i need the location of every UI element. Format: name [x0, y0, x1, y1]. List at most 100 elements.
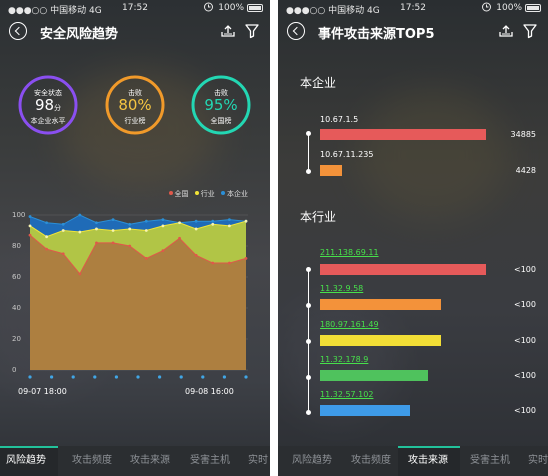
point-national [178, 236, 181, 240]
gauge-ring [18, 75, 78, 135]
x-axis-dot [93, 375, 97, 379]
point-industry [28, 224, 32, 228]
timeline-dot [306, 131, 311, 136]
point-enterprise [78, 213, 82, 217]
chart-legend: 全国 行业 本企业 [165, 189, 248, 199]
export-icon[interactable] [220, 23, 236, 39]
industry-value-3: <100 [514, 336, 536, 345]
export-icon[interactable] [498, 23, 514, 39]
point-industry [61, 229, 65, 232]
industry-bar-4 [320, 370, 428, 381]
x-axis-dot [158, 375, 162, 379]
point-enterprise [111, 218, 115, 222]
gauge-ring [105, 75, 165, 135]
x-axis-dot [244, 375, 248, 379]
section-title-enterprise: 本企业 [300, 76, 337, 90]
filter-icon[interactable] [522, 23, 538, 39]
tab-risk-trend[interactable]: 风险趋势 [0, 446, 58, 476]
point-enterprise [227, 218, 231, 222]
nav-bar: 事件攻击来源TOP5 [278, 18, 548, 46]
industry-ip-3[interactable]: 180.97.161.49 [320, 320, 379, 329]
y-tick-label: 40 [12, 304, 21, 312]
industry-value-5: <100 [514, 406, 536, 415]
point-national [161, 249, 165, 253]
point-national [244, 257, 248, 260]
tab-victim-host[interactable]: 受害主机 [470, 455, 510, 466]
tab-realtime[interactable]: 实时 [248, 455, 268, 466]
tab-attack-source[interactable]: 攻击来源 [130, 455, 170, 466]
point-industry [227, 224, 231, 228]
battery-icon [247, 4, 263, 12]
line-national [29, 234, 247, 275]
alarm-icon [204, 2, 213, 12]
industry-ip-4[interactable]: 11.32.178.9 [320, 355, 369, 364]
point-industry [78, 230, 82, 234]
point-enterprise [194, 219, 198, 223]
point-enterprise [128, 222, 132, 226]
enterprise-ip-1: 10.67.1.5 [320, 115, 359, 124]
line-enterprise [29, 214, 247, 225]
industry-value-1: <100 [514, 265, 536, 274]
point-industry [111, 229, 115, 232]
carrier-label: ●●●○○ 中国移动 4G [8, 6, 102, 16]
y-tick-label: 100 [12, 211, 25, 219]
point-national [78, 272, 82, 276]
point-industry [144, 229, 148, 232]
legend-enterprise: 本企业 [227, 190, 248, 198]
section-title-industry: 本行业 [300, 210, 337, 224]
timeline-dot [306, 410, 311, 415]
point-national [211, 261, 215, 265]
page-title: 安全风险趋势 [40, 27, 119, 42]
timeline-dot [306, 169, 311, 174]
back-icon[interactable] [9, 22, 27, 40]
industry-bar-3 [320, 335, 442, 346]
gauge-sub: 行业榜 [124, 117, 146, 125]
point-national [144, 257, 148, 260]
gauge-label: 击败 [128, 89, 142, 97]
x-axis-dot [71, 375, 75, 379]
industry-ip-2[interactable]: 11.32.9.58 [320, 284, 364, 293]
industry-bar-2 [320, 299, 442, 310]
industry-ip-5[interactable]: 11.32.57.102 [320, 390, 374, 399]
industry-bar-1 [320, 264, 486, 275]
x-tick-end: 09-08 16:00 [185, 387, 234, 396]
tab-bar: 风险趋势 攻击频度 攻击来源 受害主机 实时 [0, 446, 270, 476]
tab-bar: 风险趋势 攻击频度 攻击来源 受害主机 实时 [278, 446, 548, 476]
alarm-icon [482, 2, 491, 12]
enterprise-value-2: 4428 [515, 166, 536, 175]
gauge-national-rank: 击败 95% 全国榜 [190, 74, 252, 136]
tab-attack-source[interactable]: 攻击来源 [398, 446, 460, 476]
area-national [30, 235, 246, 370]
timeline-dot [306, 375, 311, 380]
gauge-value: 98分 [34, 96, 62, 114]
x-axis-dot [136, 375, 140, 379]
back-icon[interactable] [287, 22, 305, 40]
gauge-label: 击败 [214, 89, 228, 97]
point-industry [194, 227, 198, 231]
tab-attack-frequency[interactable]: 攻击频度 [351, 455, 391, 466]
y-tick-label: 20 [12, 335, 21, 343]
point-national [61, 252, 65, 256]
tab-attack-frequency[interactable]: 攻击频度 [72, 455, 112, 466]
filter-icon[interactable] [244, 23, 260, 39]
point-enterprise [144, 219, 148, 223]
nav-bar: 安全风险趋势 [0, 18, 270, 46]
tab-risk-trend[interactable]: 风险趋势 [292, 455, 332, 466]
point-enterprise [211, 219, 215, 223]
left-screen: ●●●○○ 中国移动 4G 17:52 100% 安全风险趋势 安全状态 98分… [0, 0, 270, 476]
timeline-dot [306, 267, 311, 272]
legend-dot-enterprise [221, 191, 225, 195]
tab-realtime[interactable]: 实时 [528, 455, 548, 466]
timeline-dot [306, 339, 311, 344]
point-industry [244, 219, 248, 223]
status-bar: ●●●○○ 中国移动 4G 17:52 100% [0, 0, 270, 16]
x-axis-dot [114, 375, 118, 379]
tab-victim-host[interactable]: 受害主机 [190, 455, 230, 466]
industry-value-4: <100 [514, 371, 536, 380]
x-tick-start: 09-07 18:00 [18, 387, 67, 396]
gauge-label: 安全状态 [34, 89, 62, 97]
gauge-value: 80% [118, 96, 152, 114]
industry-ip-1[interactable]: 211.138.69.11 [320, 248, 379, 257]
gauge-security-status: 安全状态 98分 本企业水平 [17, 74, 79, 136]
x-axis-dot [222, 375, 226, 379]
